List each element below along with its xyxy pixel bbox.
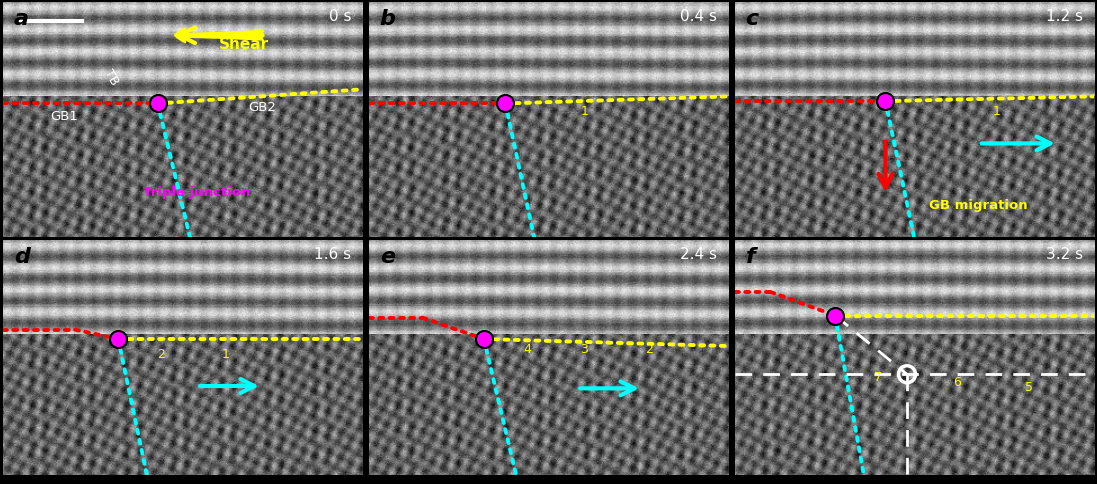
- Text: 1: 1: [580, 105, 588, 118]
- Text: 4: 4: [523, 343, 531, 356]
- Point: [110, 335, 127, 343]
- Text: a: a: [14, 10, 29, 30]
- Text: 7: 7: [874, 371, 882, 384]
- Text: 3.2 s: 3.2 s: [1045, 247, 1083, 262]
- Text: 0 s: 0 s: [329, 10, 352, 25]
- Text: 1: 1: [993, 105, 1000, 118]
- Text: c: c: [745, 10, 759, 30]
- Text: 0.4 s: 0.4 s: [680, 10, 717, 25]
- Text: GB migration: GB migration: [929, 199, 1028, 212]
- Text: Triple junction: Triple junction: [144, 186, 251, 199]
- Text: 1.6 s: 1.6 s: [315, 247, 352, 262]
- Text: 1: 1: [222, 348, 230, 361]
- Point: [149, 100, 167, 107]
- Point: [497, 100, 514, 107]
- Point: [877, 97, 894, 105]
- Text: 5: 5: [1025, 381, 1033, 393]
- Text: 1.2 s: 1.2 s: [1045, 10, 1083, 25]
- Text: f: f: [745, 247, 755, 267]
- Text: Shear: Shear: [218, 37, 269, 52]
- Point: [898, 370, 916, 378]
- Text: 3: 3: [580, 343, 588, 356]
- Text: 2: 2: [157, 348, 166, 361]
- Text: b: b: [380, 10, 396, 30]
- Text: 6: 6: [953, 376, 961, 389]
- Text: GB1: GB1: [50, 110, 78, 123]
- Text: d: d: [14, 247, 30, 267]
- Text: e: e: [380, 247, 395, 267]
- Text: 2.4 s: 2.4 s: [680, 247, 717, 262]
- Text: TB: TB: [101, 67, 121, 88]
- Text: 2: 2: [645, 343, 653, 356]
- Text: GB2: GB2: [248, 101, 275, 114]
- Point: [826, 312, 844, 319]
- Point: [475, 335, 493, 343]
